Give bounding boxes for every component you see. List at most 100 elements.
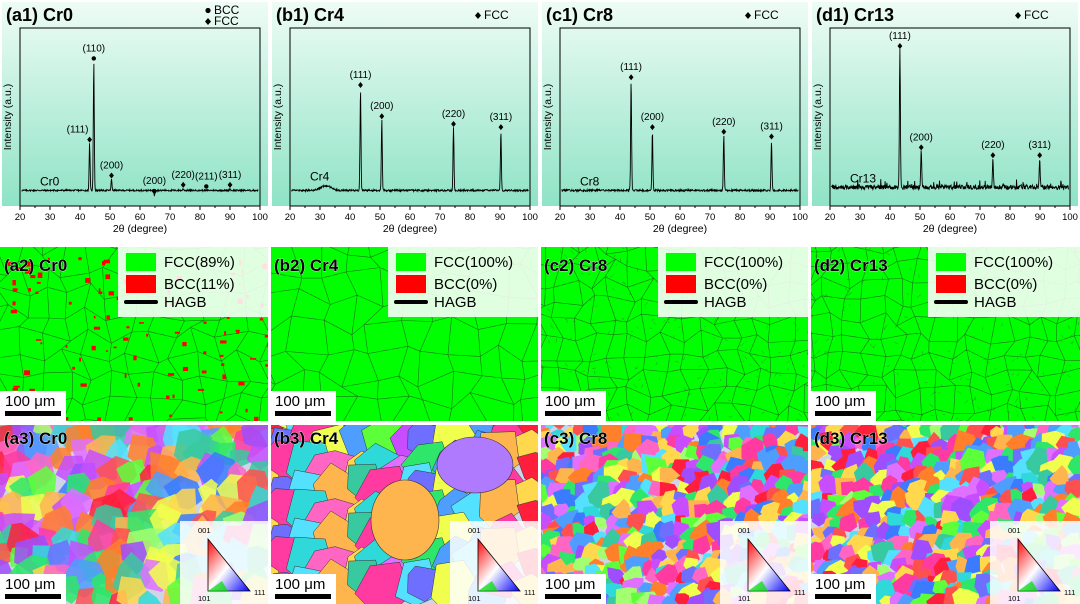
ipf-grain (1067, 426, 1080, 442)
xrd-panel: (c1) Cr8 FCC Intensity (a.u.) 20 30 40 50 60 70 8… (542, 2, 808, 235)
column-separator (538, 247, 541, 604)
ipf-grain (798, 459, 810, 476)
peak-label: (311) (219, 170, 242, 181)
ipf-grain (656, 438, 673, 454)
phase-map-title: (d2) Cr13 (814, 256, 888, 275)
bcc-region (169, 414, 173, 418)
x-tick-label: 90 (495, 212, 506, 223)
ipf-grain (552, 425, 565, 430)
legend-bcc-marker (205, 7, 211, 14)
ipf-grain (818, 474, 841, 496)
bcc-region (24, 370, 31, 376)
ipf-map-title: (c3) Cr8 (544, 429, 607, 448)
bcc-region (15, 267, 22, 270)
bcc-region (102, 261, 105, 266)
scale-bar (5, 411, 61, 416)
fcc-swatch (936, 253, 966, 271)
x-tick-label: 80 (735, 212, 746, 223)
bcc-region (47, 257, 50, 263)
bcc-region (264, 334, 269, 338)
ipf-grain (811, 512, 828, 527)
phase-legend: FCC(100%) BCC(0%)HAGB (928, 247, 1080, 317)
peak-label: (111) (620, 62, 642, 73)
bcc-region (36, 281, 41, 284)
peak-marker-fcc (227, 181, 233, 188)
ipf-map-title: (d3) Cr13 (814, 429, 888, 448)
ipf-grain (0, 473, 9, 504)
bcc-region (139, 322, 144, 324)
legend-label: FCC(100%) (434, 254, 513, 271)
ipf-map-title: (a3) Cr0 (4, 429, 67, 448)
peak-label: (211) (195, 171, 218, 182)
scale-bar-label: 100 μm (545, 576, 595, 593)
bcc-region (265, 364, 269, 367)
bcc-region (12, 388, 18, 391)
phase-legend: FCC(100%) BCC(0%)HAGB (388, 247, 540, 317)
bcc-region (203, 321, 207, 324)
ipf-grain (839, 512, 858, 533)
legend-label: HAGB (164, 294, 207, 311)
ipf-grain (917, 496, 939, 521)
xrd-panel: (b1) Cr4 FCC Intensity (a.u.) 20 30 40 50 60 70 8… (272, 2, 538, 235)
xrd-sample-label: Cr8 (580, 174, 600, 188)
peak-marker-fcc (451, 121, 456, 127)
ipf-key-green-region (748, 581, 768, 591)
ipf-key-label-111: 111 (794, 588, 805, 597)
scale-bar (545, 411, 601, 416)
x-tick-label: 20 (825, 212, 836, 223)
x-tick-label: 40 (615, 212, 626, 223)
legend-label: FCC(100%) (974, 254, 1053, 271)
bcc-region (13, 385, 20, 388)
peak-marker-fcc (87, 136, 92, 143)
peak-marker-fcc (769, 133, 774, 140)
bcc-region (201, 370, 207, 374)
bcc-region (12, 288, 18, 292)
ipf-grain (960, 447, 986, 474)
bcc-region (124, 372, 127, 378)
bcc-region (172, 394, 175, 399)
phase-map-title: (c2) Cr8 (544, 256, 607, 275)
ipf-grain (659, 467, 681, 485)
fcc-swatch (126, 253, 156, 271)
scale-bar (545, 594, 601, 599)
bcc-region (28, 288, 31, 292)
legend-label: FCC(100%) (704, 254, 783, 271)
bcc-region (25, 261, 32, 267)
bcc-region (12, 301, 16, 306)
xrd-panel-title: (b1) Cr4 (276, 5, 344, 25)
ipf-grain (241, 425, 270, 451)
bcc-region (250, 358, 257, 360)
x-tick-label: 60 (135, 212, 146, 223)
ipf-grain (552, 489, 571, 505)
peak-marker-bcc (91, 56, 97, 61)
x-tick-label: 20 (555, 212, 566, 223)
ipf-grain (661, 595, 678, 604)
peak-marker-bcc (204, 184, 209, 189)
scale-bar-label: 100 μm (275, 576, 325, 593)
x-tick-label: 40 (345, 212, 356, 223)
x-tick-label: 40 (885, 212, 896, 223)
x-tick-label: 20 (15, 212, 26, 223)
bcc-region (116, 297, 120, 301)
ipf-grain (91, 586, 113, 604)
ipf-grain (898, 525, 912, 538)
bcc-region (259, 318, 264, 321)
legend-fcc-marker (205, 18, 211, 25)
x-tick-label: 70 (975, 212, 986, 223)
ipf-grain (899, 425, 908, 428)
scale-bar-label: 100 μm (815, 576, 865, 593)
ipf-key-label-001: 001 (1008, 526, 1021, 535)
ipf-grain (773, 425, 789, 440)
ipf-grain (674, 593, 690, 604)
bcc-region (24, 269, 30, 274)
xrd-sample-label: Cr4 (310, 169, 330, 183)
ipf-grain (0, 542, 13, 566)
ipf-grain (897, 593, 916, 604)
peak-label: (311) (1028, 140, 1051, 151)
bcc-region (167, 373, 175, 376)
peak-marker-fcc (109, 172, 114, 179)
peak-marker-fcc (358, 82, 363, 88)
x-tick-label: 60 (675, 212, 686, 223)
